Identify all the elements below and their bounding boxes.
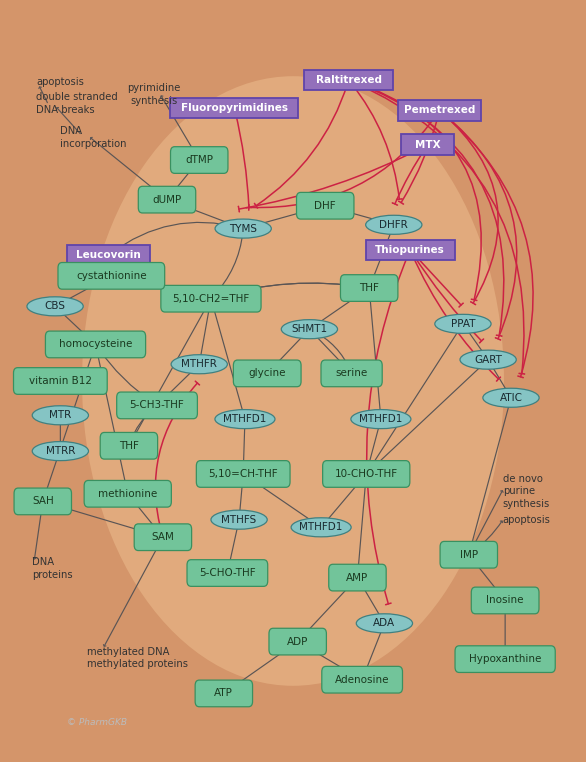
Text: Leucovorin: Leucovorin bbox=[76, 250, 141, 261]
FancyBboxPatch shape bbox=[340, 275, 398, 301]
FancyBboxPatch shape bbox=[233, 360, 301, 386]
Text: © PharmGKB: © PharmGKB bbox=[67, 718, 127, 727]
Text: 5-CH3-THF: 5-CH3-THF bbox=[130, 400, 185, 411]
Ellipse shape bbox=[27, 297, 83, 315]
Text: dTMP: dTMP bbox=[185, 155, 213, 165]
Ellipse shape bbox=[82, 76, 504, 686]
FancyBboxPatch shape bbox=[117, 392, 197, 418]
Text: SAM: SAM bbox=[151, 532, 175, 543]
Text: GART: GART bbox=[474, 354, 502, 365]
Ellipse shape bbox=[32, 442, 88, 460]
Text: MTR: MTR bbox=[49, 410, 71, 421]
Text: THF: THF bbox=[119, 440, 139, 451]
Text: synthesis: synthesis bbox=[131, 95, 178, 106]
FancyBboxPatch shape bbox=[46, 331, 145, 357]
Text: cystathionine: cystathionine bbox=[76, 271, 146, 281]
Text: methionine: methionine bbox=[98, 488, 158, 499]
Text: MTHFD1: MTHFD1 bbox=[299, 522, 343, 533]
FancyBboxPatch shape bbox=[195, 680, 253, 706]
Text: ATP: ATP bbox=[214, 688, 233, 699]
Ellipse shape bbox=[356, 614, 413, 632]
Text: MTX: MTX bbox=[415, 139, 441, 150]
Text: Hypoxanthine: Hypoxanthine bbox=[469, 654, 541, 664]
FancyBboxPatch shape bbox=[398, 101, 481, 120]
Text: ADA: ADA bbox=[373, 618, 396, 629]
Text: DNA breaks: DNA breaks bbox=[36, 104, 95, 115]
Text: DNA: DNA bbox=[60, 126, 83, 136]
Text: SAH: SAH bbox=[32, 496, 54, 507]
Ellipse shape bbox=[483, 389, 539, 407]
Text: pyrimidine: pyrimidine bbox=[127, 82, 181, 93]
Ellipse shape bbox=[435, 315, 491, 333]
FancyBboxPatch shape bbox=[297, 193, 354, 219]
FancyBboxPatch shape bbox=[138, 187, 196, 213]
FancyBboxPatch shape bbox=[84, 481, 171, 507]
FancyBboxPatch shape bbox=[322, 667, 403, 693]
FancyBboxPatch shape bbox=[323, 461, 410, 487]
Text: serine: serine bbox=[335, 368, 368, 379]
Ellipse shape bbox=[366, 216, 422, 234]
Text: SHMT1: SHMT1 bbox=[291, 324, 328, 335]
FancyBboxPatch shape bbox=[100, 433, 158, 459]
Text: Raltitrexed: Raltitrexed bbox=[316, 75, 381, 85]
Text: vitamin B12: vitamin B12 bbox=[29, 376, 92, 386]
FancyBboxPatch shape bbox=[401, 135, 454, 155]
Text: apoptosis: apoptosis bbox=[503, 514, 551, 525]
FancyBboxPatch shape bbox=[366, 240, 455, 260]
Text: 10-CHO-THF: 10-CHO-THF bbox=[335, 469, 398, 479]
FancyBboxPatch shape bbox=[134, 524, 192, 550]
Text: proteins: proteins bbox=[32, 570, 73, 581]
Ellipse shape bbox=[171, 355, 227, 373]
Text: dUMP: dUMP bbox=[152, 194, 182, 205]
FancyBboxPatch shape bbox=[455, 646, 555, 672]
Text: TYMS: TYMS bbox=[229, 223, 257, 234]
Text: MTRR: MTRR bbox=[46, 446, 75, 456]
Text: IMP: IMP bbox=[460, 549, 478, 560]
FancyBboxPatch shape bbox=[196, 461, 290, 487]
Text: MTHFD1: MTHFD1 bbox=[359, 414, 403, 424]
Text: methylated proteins: methylated proteins bbox=[87, 659, 188, 670]
FancyBboxPatch shape bbox=[67, 245, 149, 265]
Text: methylated DNA: methylated DNA bbox=[87, 646, 169, 657]
Ellipse shape bbox=[211, 511, 267, 529]
Text: MTHFS: MTHFS bbox=[222, 514, 257, 525]
Ellipse shape bbox=[32, 406, 88, 424]
Text: Pemetrexed: Pemetrexed bbox=[404, 105, 475, 116]
Text: homocysteine: homocysteine bbox=[59, 339, 132, 350]
FancyBboxPatch shape bbox=[13, 368, 107, 394]
FancyBboxPatch shape bbox=[161, 286, 261, 312]
Text: glycine: glycine bbox=[248, 368, 286, 379]
Text: ATIC: ATIC bbox=[499, 392, 523, 403]
Text: PPAT: PPAT bbox=[451, 319, 475, 329]
Text: 5,10=CH-THF: 5,10=CH-THF bbox=[209, 469, 278, 479]
Text: THF: THF bbox=[359, 283, 379, 293]
FancyBboxPatch shape bbox=[269, 629, 326, 655]
Ellipse shape bbox=[291, 518, 351, 536]
FancyBboxPatch shape bbox=[58, 263, 165, 289]
Text: CBS: CBS bbox=[45, 301, 66, 312]
Text: Fluoropyrimidines: Fluoropyrimidines bbox=[181, 103, 288, 114]
Ellipse shape bbox=[215, 410, 275, 428]
Text: synthesis: synthesis bbox=[503, 499, 550, 510]
Text: MTHFR: MTHFR bbox=[181, 359, 217, 370]
Ellipse shape bbox=[351, 410, 411, 428]
FancyBboxPatch shape bbox=[471, 588, 539, 613]
Text: AMP: AMP bbox=[346, 572, 369, 583]
FancyBboxPatch shape bbox=[171, 98, 298, 118]
FancyBboxPatch shape bbox=[171, 147, 228, 173]
Text: purine: purine bbox=[503, 486, 535, 497]
Text: de novo: de novo bbox=[503, 473, 543, 484]
Text: MTHFD1: MTHFD1 bbox=[223, 414, 267, 424]
Text: incorporation: incorporation bbox=[60, 139, 127, 149]
FancyBboxPatch shape bbox=[14, 488, 71, 514]
FancyBboxPatch shape bbox=[304, 70, 393, 90]
Text: Inosine: Inosine bbox=[486, 595, 524, 606]
Text: 5,10-CH2=THF: 5,10-CH2=THF bbox=[172, 293, 250, 304]
Text: Thiopurines: Thiopurines bbox=[375, 245, 445, 255]
FancyBboxPatch shape bbox=[329, 565, 386, 591]
Text: double stranded: double stranded bbox=[36, 91, 118, 102]
Text: 5-CHO-THF: 5-CHO-THF bbox=[199, 568, 255, 578]
FancyBboxPatch shape bbox=[321, 360, 382, 386]
Ellipse shape bbox=[215, 219, 271, 238]
